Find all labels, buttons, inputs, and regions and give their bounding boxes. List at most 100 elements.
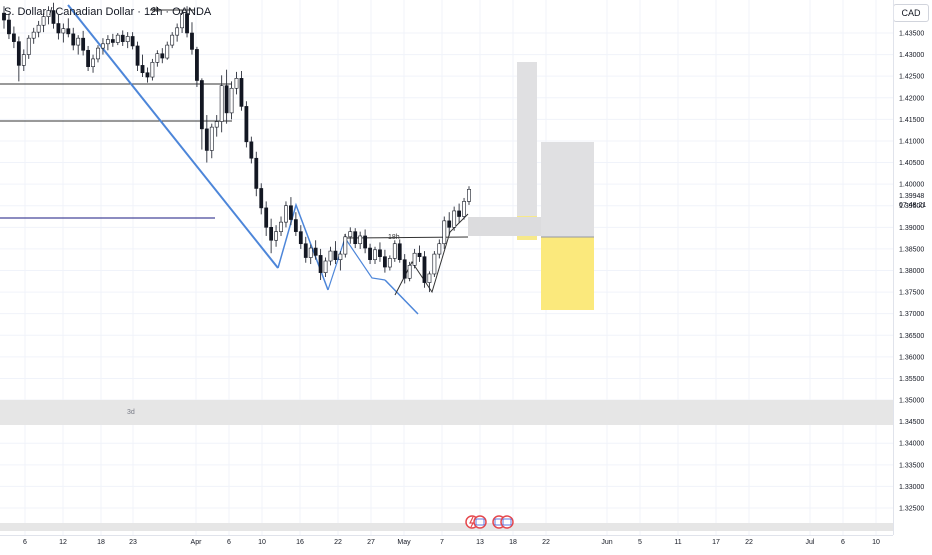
candle-down [353, 231, 358, 245]
candle-up [387, 258, 392, 268]
us-flag-glyph-icon-3 [502, 518, 512, 526]
time-tick-label: 22 [542, 539, 550, 546]
candle-down [244, 106, 249, 143]
price-axis[interactable]: 1.43500 1.43000 1.42500 1.42000 1.41500 1.410… [899, 31, 924, 513]
price-tick-label: 1.34500 [899, 419, 924, 426]
symbol-title[interactable]: S. Dollar / Canadian Dollar · 12h · OAND… [4, 6, 212, 18]
wave-pattern-1 [277, 202, 329, 291]
time-tick-label: 17 [712, 539, 720, 546]
candle-up [432, 253, 437, 275]
price-tick-label: 1.40000 [899, 182, 924, 189]
consolidation-label: 18h [388, 234, 400, 241]
candle-up [155, 53, 160, 63]
candle-up [91, 58, 95, 67]
candle-up [115, 34, 120, 43]
price-axis-border [893, 0, 894, 535]
candle-down [190, 32, 194, 50]
candle-down [110, 39, 115, 43]
candle-up [308, 247, 313, 258]
candle-up [165, 44, 170, 59]
candle-down [254, 157, 259, 189]
candle-down [417, 252, 422, 257]
candle-down [7, 19, 11, 35]
candle-down [86, 49, 90, 67]
price-tick-label: 1.33500 [899, 462, 924, 469]
time-tick-label: 27 [367, 539, 375, 546]
candle-up [348, 231, 353, 238]
price-tick-label: 1.43000 [899, 52, 924, 59]
candle-down [368, 247, 372, 261]
time-tick-label: 10 [258, 539, 266, 546]
candle-down [378, 249, 382, 257]
candle-up [21, 54, 26, 66]
candle-down [264, 207, 269, 228]
candle-down [313, 247, 318, 256]
candle-up [96, 47, 100, 60]
time-tick-label: Jun [601, 539, 612, 546]
candle-up [328, 250, 333, 262]
price-tick-label: 1.41500 [899, 117, 924, 124]
time-tick-label: 6 [227, 539, 231, 546]
event-markers[interactable] [465, 515, 514, 529]
price-tick-label: 1.42000 [899, 95, 924, 102]
lightning-glyph-icon [469, 516, 474, 528]
price-tick-label: 1.35000 [899, 398, 924, 405]
bottom-zone [0, 523, 893, 531]
top-bracket-label: 8h [152, 7, 160, 14]
entry-zone [468, 217, 546, 236]
time-axis[interactable]: 6 12 18 23 Apr 6 10 16 22 27 May 7 13 18 22 Jun 5 11 17 22 J… [23, 539, 880, 546]
candle-up [343, 236, 348, 255]
candle-up [323, 260, 328, 273]
candle-up [407, 265, 412, 279]
candle-up [412, 252, 417, 266]
time-tick-label: 10 [872, 539, 880, 546]
currency-selector[interactable]: CAD [893, 4, 929, 22]
candle-down [16, 41, 21, 66]
position-box-upper [541, 142, 594, 237]
target-box-tall [517, 62, 537, 240]
time-tick-label: 7 [440, 539, 444, 546]
candle-down [145, 72, 150, 78]
candle-down [402, 259, 407, 279]
countdown-label: 07:48:21 [899, 202, 926, 209]
support-zone-label: 3d [127, 409, 135, 416]
candle-up [180, 13, 184, 29]
trendline-blue-lower [384, 279, 419, 315]
candle-down [71, 33, 76, 46]
candle-down [239, 78, 244, 107]
candle-down [298, 231, 303, 245]
candle-up [76, 37, 81, 46]
price-tick-label: 1.43500 [899, 31, 924, 38]
candle-down [204, 128, 209, 151]
current-price-label: 1.39948 [899, 193, 924, 200]
price-tick-label: 1.34000 [899, 441, 924, 448]
candle-up [26, 37, 31, 55]
candle-up [105, 39, 110, 45]
candle-down [363, 235, 368, 249]
candle-up [452, 210, 457, 228]
support-zone [0, 400, 893, 425]
candle-down [140, 65, 145, 74]
candle-up [338, 253, 343, 261]
candle-down [51, 10, 56, 24]
candle-down [447, 220, 452, 228]
candle-down [135, 45, 140, 66]
candle-up [209, 126, 214, 151]
candle-up [36, 24, 41, 33]
candles [2, 2, 471, 293]
time-tick-label: 5 [638, 539, 642, 546]
candle-up [46, 10, 51, 17]
candle-down [249, 141, 254, 159]
price-tick-label: 1.38500 [899, 246, 924, 253]
candle-down [422, 256, 427, 283]
candle-up [442, 220, 447, 245]
candle-down [318, 255, 323, 273]
candle-up [279, 221, 283, 232]
candle-up [284, 205, 288, 223]
candle-down [195, 49, 199, 81]
candle-up [234, 78, 239, 89]
drawings: 18h 8h [0, 4, 469, 315]
candle-up [274, 231, 278, 241]
